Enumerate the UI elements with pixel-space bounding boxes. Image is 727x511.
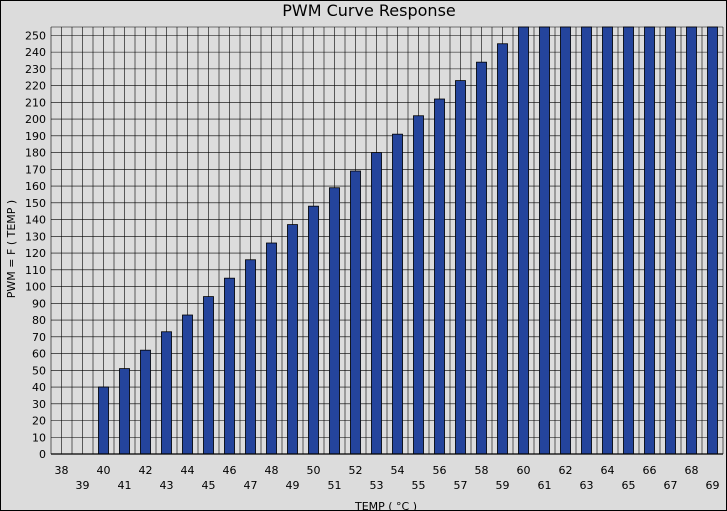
x-tick-label: 52 — [349, 464, 363, 477]
bar-61 — [539, 26, 550, 455]
y-axis-label: PWM = F ( TEMP ) — [5, 200, 18, 298]
x-tick-label: 54 — [391, 464, 405, 477]
y-tick-label: 50 — [32, 364, 46, 377]
x-tick-label: 51 — [328, 479, 342, 492]
x-tick-label: 45 — [202, 479, 216, 492]
x-tick-label: 61 — [538, 479, 552, 492]
bar-66 — [644, 26, 655, 455]
x-tick-label: 44 — [181, 464, 195, 477]
bar-47 — [245, 259, 256, 455]
y-tick-label: 110 — [25, 264, 46, 277]
bar-42 — [140, 349, 151, 455]
y-tick-label: 120 — [25, 247, 46, 260]
x-tick-label: 66 — [643, 464, 657, 477]
bar-57 — [455, 80, 466, 455]
y-tick-label: 170 — [25, 163, 46, 176]
y-tick-label: 140 — [25, 214, 46, 227]
x-tick-label: 58 — [475, 464, 489, 477]
y-tick-label: 100 — [25, 281, 46, 294]
y-tick-label: 230 — [25, 63, 46, 76]
bar-63 — [581, 26, 592, 455]
bar-49 — [287, 224, 298, 455]
y-tick-label: 150 — [25, 197, 46, 210]
bar-46 — [224, 277, 235, 455]
y-tick-label: 70 — [32, 331, 46, 344]
y-tick-label: 20 — [32, 415, 46, 428]
bar-64 — [602, 26, 613, 455]
bar-67 — [665, 26, 676, 455]
x-tick-label: 56 — [433, 464, 447, 477]
bar-56 — [434, 98, 445, 455]
bars — [98, 26, 718, 455]
y-tick-label: 0 — [39, 448, 46, 461]
x-tick-label: 39 — [76, 479, 90, 492]
x-tick-label: 57 — [454, 479, 468, 492]
x-tick-label: 60 — [517, 464, 531, 477]
bar-52 — [350, 170, 361, 455]
x-tick-label: 65 — [622, 479, 636, 492]
y-tick-label: 220 — [25, 80, 46, 93]
bar-59 — [497, 43, 508, 455]
bar-65 — [623, 26, 634, 455]
y-tick-label: 40 — [32, 381, 46, 394]
bar-69 — [707, 26, 718, 455]
bar-53 — [371, 152, 382, 455]
y-tick-label: 190 — [25, 130, 46, 143]
grid-lines — [50, 26, 724, 455]
x-tick-label: 41 — [118, 479, 132, 492]
x-axis-label: TEMP ( °C ) — [354, 500, 417, 510]
bar-43 — [161, 331, 172, 455]
y-tick-label: 10 — [32, 431, 46, 444]
bar-68 — [686, 26, 697, 455]
x-tick-label: 63 — [580, 479, 594, 492]
bar-60 — [518, 26, 529, 455]
x-tick-label: 59 — [496, 479, 510, 492]
x-tick-label: 43 — [160, 479, 174, 492]
bar-41 — [119, 368, 130, 455]
bar-44 — [182, 314, 193, 455]
x-tick-label: 68 — [685, 464, 699, 477]
x-tick-labels: 38 39 40 41 42 43 44 45 46 47 48 49 50 51 52 53 54 55 56 57… — [55, 464, 720, 492]
bar-40 — [98, 386, 109, 455]
bar-51 — [329, 187, 340, 455]
bar-45 — [203, 296, 214, 455]
y-tick-label: 200 — [25, 113, 46, 126]
x-tick-label: 46 — [223, 464, 237, 477]
x-tick-label: 42 — [139, 464, 153, 477]
y-tick-label: 180 — [25, 147, 46, 160]
x-tick-label: 64 — [601, 464, 615, 477]
x-tick-label: 50 — [307, 464, 321, 477]
y-tick-labels: 0 10 20 30 40 50 60 70 80 90 100 110 120 130 140 150 160… — [25, 29, 46, 461]
x-tick-label: 38 — [55, 464, 69, 477]
y-tick-label: 60 — [32, 348, 46, 361]
y-tick-label: 240 — [25, 46, 46, 59]
x-tick-label: 69 — [706, 479, 720, 492]
bar-54 — [392, 133, 403, 455]
x-tick-label: 53 — [370, 479, 384, 492]
y-tick-label: 250 — [25, 29, 46, 42]
y-tick-label: 90 — [32, 297, 46, 310]
x-tick-label: 49 — [286, 479, 300, 492]
x-tick-label: 55 — [412, 479, 426, 492]
x-tick-label: 48 — [265, 464, 279, 477]
y-tick-label: 30 — [32, 398, 46, 411]
chart-title: PWM Curve Response — [282, 1, 456, 20]
x-tick-label: 62 — [559, 464, 573, 477]
y-tick-label: 210 — [25, 96, 46, 109]
y-tick-label: 160 — [25, 180, 46, 193]
x-tick-label: 40 — [97, 464, 111, 477]
bar-48 — [266, 242, 277, 455]
bar-50 — [308, 205, 319, 455]
x-tick-label: 67 — [664, 479, 678, 492]
bar-62 — [560, 26, 571, 455]
x-tick-label: 47 — [244, 479, 258, 492]
y-tick-label: 130 — [25, 230, 46, 243]
bar-55 — [413, 115, 424, 455]
y-tick-label: 80 — [32, 314, 46, 327]
bar-58 — [476, 61, 487, 455]
